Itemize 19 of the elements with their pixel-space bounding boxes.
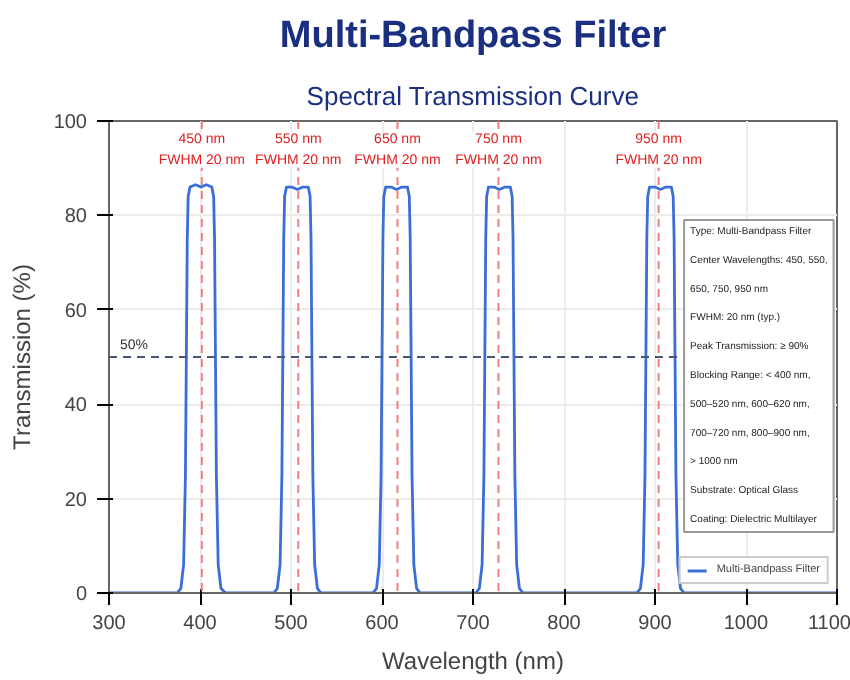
x-tick-label: 800 xyxy=(547,613,582,635)
x-tick-label: 700 xyxy=(456,613,491,635)
y-tick-label: 0 xyxy=(75,584,88,606)
y-tick-label: 40 xyxy=(64,395,88,418)
y-axis-title: Transmission (%) xyxy=(7,264,36,450)
chart-subtitle: Spectral Transmission Curve xyxy=(306,81,639,111)
x-tick-label: 1100 xyxy=(807,613,850,635)
x-tick-label: 900 xyxy=(638,613,673,635)
x-tick-label: 400 xyxy=(183,613,218,635)
x-tick-label: 300 xyxy=(92,613,127,635)
y-tick-label: 80 xyxy=(64,206,88,229)
x-tick-label: 500 xyxy=(274,613,309,635)
x-axis-title: Wavelength (nm) xyxy=(382,647,564,675)
x-tick-label: 1000 xyxy=(723,613,770,635)
x-tick-label: 600 xyxy=(365,613,400,635)
y-tick-label: 60 xyxy=(64,300,88,323)
y-tick-label: 20 xyxy=(64,489,88,512)
chart-title: Multi-Bandpass Filter xyxy=(279,15,668,57)
y-tick-label: 100 xyxy=(53,112,88,134)
